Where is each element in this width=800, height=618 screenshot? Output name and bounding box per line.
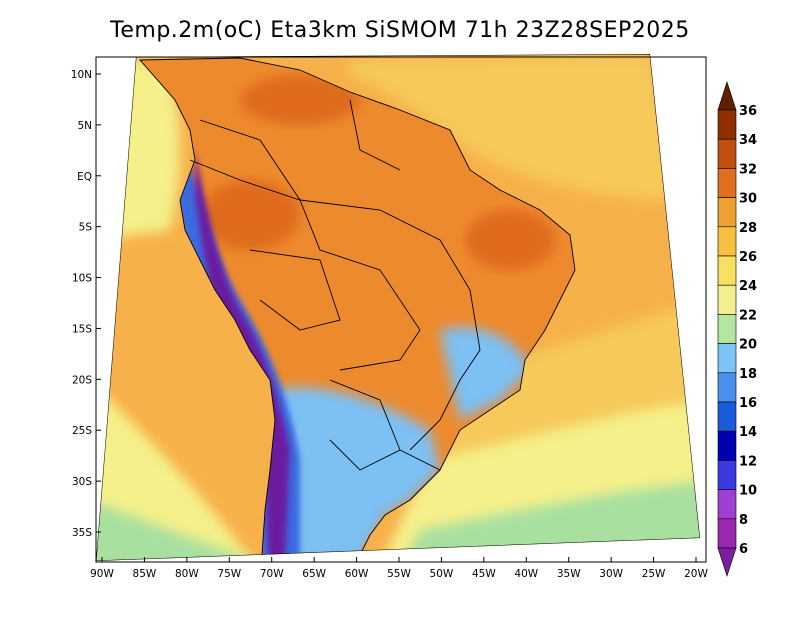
- lat-tick-label: 35S: [72, 527, 92, 539]
- lon-tick-label: 25W: [642, 568, 666, 580]
- colorbar-label: 12: [739, 454, 757, 469]
- lat-tick-label: 10N: [71, 69, 92, 81]
- pacific-cold: [96, 500, 250, 561]
- colorbar-bin: [717, 343, 737, 374]
- lon-tick-label: 70W: [260, 568, 284, 580]
- colorbar-label: 26: [739, 250, 757, 265]
- amazon-hot-core: [200, 180, 300, 250]
- colorbar-label: 10: [739, 484, 757, 499]
- lon-tick-label: 90W: [90, 568, 114, 580]
- colorbar-bin: [717, 168, 737, 198]
- latitude-ticks: 10N 5N EQ 5S 10S 15S 20S 25S 30S 35S: [71, 69, 101, 539]
- colorbar-bin: [717, 372, 737, 403]
- colorbar-bin: [717, 430, 737, 461]
- longitude-ticks: 90W 85W 80W 75W 70W 65W 60W 55W 50W 45W 40W 35W 30W 2…: [90, 557, 708, 580]
- colorbar-label: 14: [739, 425, 757, 440]
- lon-tick-label: 75W: [217, 568, 241, 580]
- lon-tick-label: 55W: [387, 568, 411, 580]
- lon-tick-label: 45W: [472, 568, 496, 580]
- lon-tick-label: 30W: [599, 568, 623, 580]
- country-borders: [139, 57, 576, 561]
- colorbar-label: 24: [739, 279, 757, 294]
- northeast-hot-core: [465, 210, 555, 270]
- colorbar-label: 6: [739, 542, 748, 557]
- colorbar-bin: [717, 460, 737, 490]
- map-title: Temp.2m(oC) Eta3km SiSMOM 71h 23Z28SEP20…: [110, 18, 690, 43]
- lat-tick-label: 5S: [79, 222, 93, 234]
- lon-tick-label: 20W: [684, 568, 708, 580]
- colorbar-bin: [717, 226, 737, 257]
- lat-tick-label: EQ: [77, 171, 92, 183]
- map-field: [96, 54, 700, 561]
- colorbar-min-triangle: [717, 547, 737, 577]
- colorbar-label: 16: [739, 396, 757, 411]
- colorbar-bin: [717, 284, 737, 315]
- colorbar-bin: [717, 401, 737, 432]
- lon-tick-label: 85W: [133, 568, 157, 580]
- lon-tick-label: 60W: [345, 568, 369, 580]
- lat-tick-label: 20S: [72, 374, 92, 386]
- lon-tick-label: 35W: [557, 568, 581, 580]
- lat-tick-label: 30S: [72, 476, 92, 488]
- lon-tick-label: 80W: [175, 568, 199, 580]
- colorbar: 6 8 10 12 14 16 18 20 22 24 26 28 30 32 34 36: [717, 81, 757, 577]
- lon-tick-label: 40W: [514, 568, 538, 580]
- lat-tick-label: 15S: [72, 323, 92, 335]
- colorbar-bin: [717, 489, 737, 520]
- southeast-cool-region: [440, 327, 530, 420]
- colorbar-label: 18: [739, 367, 757, 382]
- colorbar-label: 8: [739, 513, 748, 528]
- south-cool-region: [270, 387, 440, 560]
- lon-tick-label: 50W: [430, 568, 454, 580]
- colorbar-max-triangle: [717, 81, 737, 111]
- colorbar-label: 36: [739, 104, 757, 119]
- colorbar-bin: [717, 255, 737, 286]
- colorbar-bin: [717, 518, 737, 549]
- north-hot-core: [240, 75, 360, 125]
- colorbar-label: 32: [739, 162, 757, 177]
- lat-tick-label: 5N: [77, 120, 92, 132]
- colorbar-label: 30: [739, 192, 757, 207]
- lat-tick-label: 25S: [72, 425, 92, 437]
- colorbar-bin: [717, 197, 737, 228]
- colorbar-bin: [717, 109, 737, 140]
- lat-tick-label: 10S: [72, 273, 92, 285]
- colorbar-label: 28: [739, 221, 757, 236]
- axes-frame: [95, 56, 707, 563]
- colorbar-bin: [717, 138, 737, 169]
- atlantic-north: [350, 55, 680, 200]
- colorbar-label: 22: [739, 308, 757, 323]
- colorbar-bin: [717, 314, 737, 344]
- colorbar-label: 20: [739, 338, 757, 353]
- lon-tick-label: 65W: [302, 568, 326, 580]
- colorbar-label: 34: [739, 133, 757, 148]
